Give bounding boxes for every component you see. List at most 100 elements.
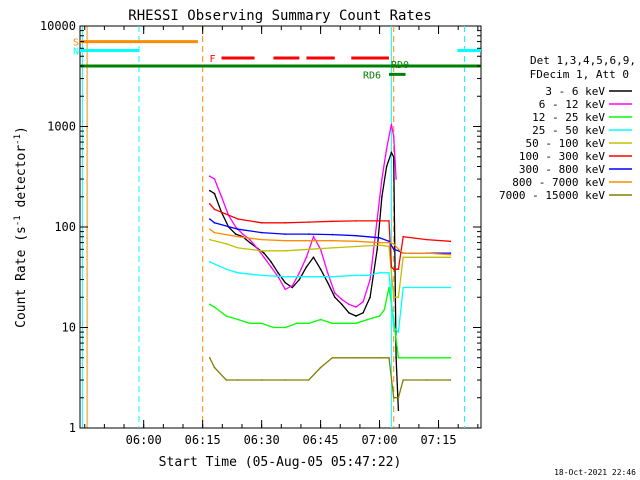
series-point (385, 147, 388, 150)
series-point (220, 195, 223, 198)
flag-label-s: S (73, 38, 79, 49)
series-point (388, 245, 390, 248)
series-point (260, 274, 263, 277)
series-point (237, 235, 239, 238)
y-axis: 1 10 100 1000 10000 (40, 19, 481, 435)
series-point (449, 379, 452, 381)
series-point (234, 226, 237, 228)
series-point (449, 256, 452, 259)
series-point (234, 233, 237, 235)
series-point (284, 326, 287, 329)
series-point (390, 123, 393, 126)
series-point (378, 220, 381, 222)
chart-title: RHESSI Observing Summary Count Rates (128, 8, 431, 24)
series-point (241, 233, 244, 235)
legend-label: 50 - 100 keV (526, 137, 606, 150)
series-point (208, 228, 211, 231)
series-point (397, 396, 400, 399)
series-point (355, 315, 357, 317)
series-line-3 (209, 287, 451, 359)
series-point (402, 256, 404, 259)
series-point (449, 253, 452, 256)
series-point (437, 356, 440, 359)
series-point (378, 237, 381, 239)
series-point (449, 252, 452, 254)
series-point (213, 222, 216, 224)
series-point (388, 272, 390, 274)
series-point (425, 256, 428, 259)
series-point (225, 379, 228, 381)
series-point (397, 248, 400, 251)
series-point (376, 248, 379, 251)
observing-period-lines (81, 26, 465, 428)
series-point (256, 247, 258, 249)
series-point (225, 268, 228, 271)
legend-label: 12 - 25 keV (532, 111, 605, 124)
series-point (385, 165, 388, 168)
x-axis: 06:00 06:15 06:30 06:45 07:00 07:15 (84, 26, 479, 447)
series-point (333, 296, 336, 299)
series-point (392, 155, 395, 158)
series-point (272, 326, 275, 329)
legend-label: 300 - 800 keV (519, 163, 605, 176)
series-point (392, 296, 395, 299)
series-point (378, 244, 381, 246)
series-point (208, 218, 211, 220)
series-point (449, 240, 452, 243)
x-tick-label: 07:00 (362, 433, 398, 447)
y-axis-label-sup2: -1 (13, 134, 23, 145)
series-point (383, 309, 386, 311)
series-point (208, 175, 211, 178)
series-point (308, 221, 310, 223)
series-point (392, 135, 395, 138)
series-point (362, 301, 364, 303)
series-point (308, 233, 310, 235)
series-line-4 (209, 261, 451, 334)
series-point (270, 261, 272, 263)
flag-label-f: F (210, 54, 216, 65)
series-point (298, 272, 301, 274)
series-point (263, 252, 265, 254)
series-point (395, 178, 397, 180)
series-point (402, 356, 404, 359)
series-point (305, 256, 308, 259)
series-point (378, 241, 381, 244)
series-point (208, 203, 211, 205)
y-axis-label-main: Count Rate (s (14, 226, 29, 328)
series-point (249, 238, 251, 241)
series-line-6 (209, 203, 451, 270)
series-point (284, 379, 287, 381)
series-point (331, 275, 334, 278)
series-point (397, 268, 400, 271)
series-point (388, 240, 390, 243)
series-point (208, 238, 211, 241)
flag-label-rd6: RD6 (363, 70, 381, 81)
series-point (284, 239, 287, 242)
series-point (225, 315, 228, 317)
legend-header-line-1: Det 1,3,4,5,6,9, (530, 54, 636, 67)
series-point (425, 252, 428, 254)
series-point (308, 239, 310, 242)
series-point (395, 356, 397, 359)
x-tick-label: 06:30 (244, 433, 280, 447)
series-point (355, 306, 357, 308)
series-point (249, 322, 251, 325)
series-point (208, 261, 211, 263)
y-tick-label: 10000 (40, 19, 76, 33)
series-point (388, 286, 390, 289)
series-point (392, 248, 395, 251)
legend-label: 25 - 50 keV (532, 124, 605, 137)
series-point (312, 256, 315, 259)
series-point (390, 266, 393, 268)
y-axis-label-sup1: -1 (13, 215, 23, 226)
series-point (305, 266, 308, 268)
flag-label-rd0: RD0 (391, 60, 409, 71)
series-line-2 (209, 124, 397, 308)
series-group (208, 123, 452, 412)
series-point (319, 366, 322, 369)
series-point (319, 268, 322, 271)
series-point (378, 272, 381, 274)
series-point (284, 249, 287, 252)
series-point (260, 222, 263, 224)
